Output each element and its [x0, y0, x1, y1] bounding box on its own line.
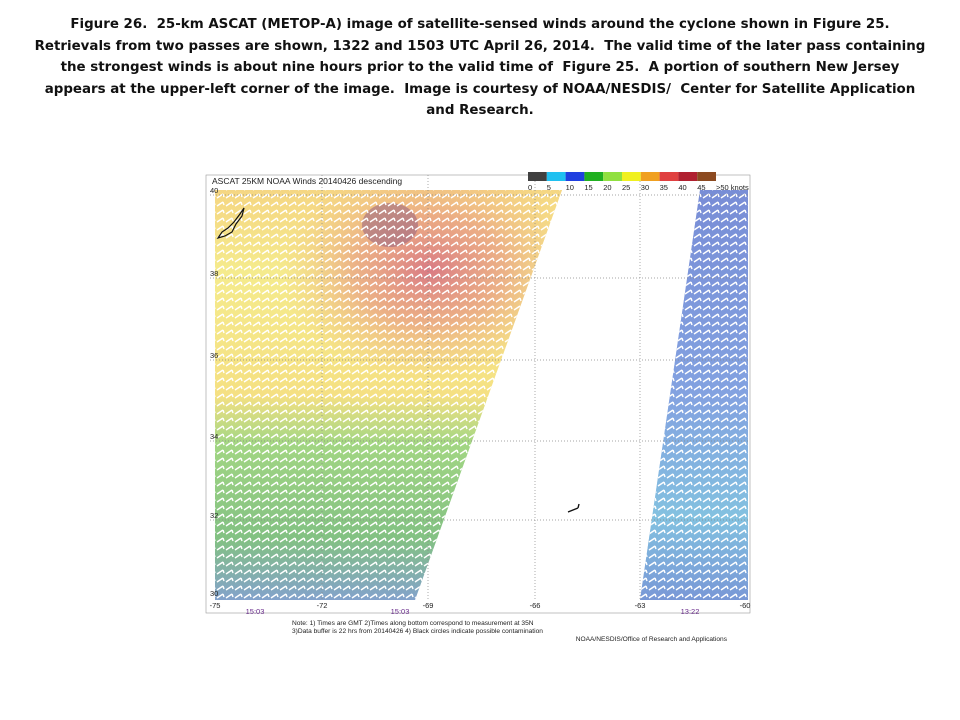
pass-time: 15:03	[246, 607, 265, 616]
isolated-barb	[567, 503, 580, 513]
lat-label: 32	[210, 511, 218, 520]
coastline	[216, 207, 245, 240]
legend-swatch	[622, 172, 641, 181]
pass-time: 15:03	[391, 607, 410, 616]
caption-line: Retrievals from two passes are shown, 13…	[34, 38, 926, 54]
caption-line: Figure 26. 25-km ASCAT (METOP-A) image o…	[70, 17, 890, 32]
legend-label: >50 knots	[716, 183, 749, 192]
legend-label: 15	[584, 183, 592, 192]
lat-label: 36	[210, 351, 218, 360]
note: NOAA/NESDIS/Office of Research and Appli…	[576, 636, 728, 643]
left-swath	[215, 190, 562, 600]
legend-swatch	[640, 172, 660, 181]
legend-label: 10	[566, 183, 574, 192]
caption-line: the strongest winds is about nine hours …	[60, 60, 900, 76]
legend-swatch	[603, 172, 622, 181]
caption: Figure 26. 25-km ASCAT (METOP-A) image o…	[0, 14, 960, 122]
lat-label: 34	[210, 432, 218, 441]
lon-label: -66	[530, 601, 541, 610]
pass-time: 13:22	[681, 607, 700, 616]
lon-label: -75	[210, 601, 221, 610]
legend-swatch	[659, 172, 679, 181]
map-title: ASCAT 25KM NOAA Winds 20140426 descendin…	[212, 176, 402, 186]
lon-label: -63	[635, 601, 646, 610]
legend-label: 5	[547, 183, 551, 192]
caption-line: and Research.	[426, 103, 534, 119]
legend-label: 40	[678, 183, 686, 192]
legend-swatch	[697, 172, 716, 181]
lon-label: -72	[317, 601, 328, 610]
legend-swatch	[584, 172, 604, 181]
legend-label: 45	[697, 183, 705, 192]
lat-label: 38	[210, 269, 218, 278]
caption-line: appears at the upper-left corner of the …	[44, 81, 916, 97]
lon-label: -60	[740, 601, 751, 610]
lon-label: -69	[423, 601, 434, 610]
lat-label: 40	[210, 186, 218, 195]
lat-label: 30	[210, 589, 218, 598]
legend-label: 0	[528, 183, 532, 192]
note: 3)Data buffer is 22 hrs from 20140426 4)…	[292, 628, 543, 635]
legend-swatch	[528, 172, 547, 181]
legend-swatch	[546, 172, 566, 181]
legend-swatch	[678, 172, 698, 181]
legend-label: 35	[660, 183, 668, 192]
legend-label: 20	[603, 183, 611, 192]
note: Note: 1) Times are GMT 2)Times along bot…	[292, 620, 534, 627]
legend-label: 30	[641, 183, 649, 192]
right-swath	[640, 190, 748, 600]
legend-label: 25	[622, 183, 630, 192]
legend-swatch	[565, 172, 585, 181]
graticule	[210, 175, 750, 600]
